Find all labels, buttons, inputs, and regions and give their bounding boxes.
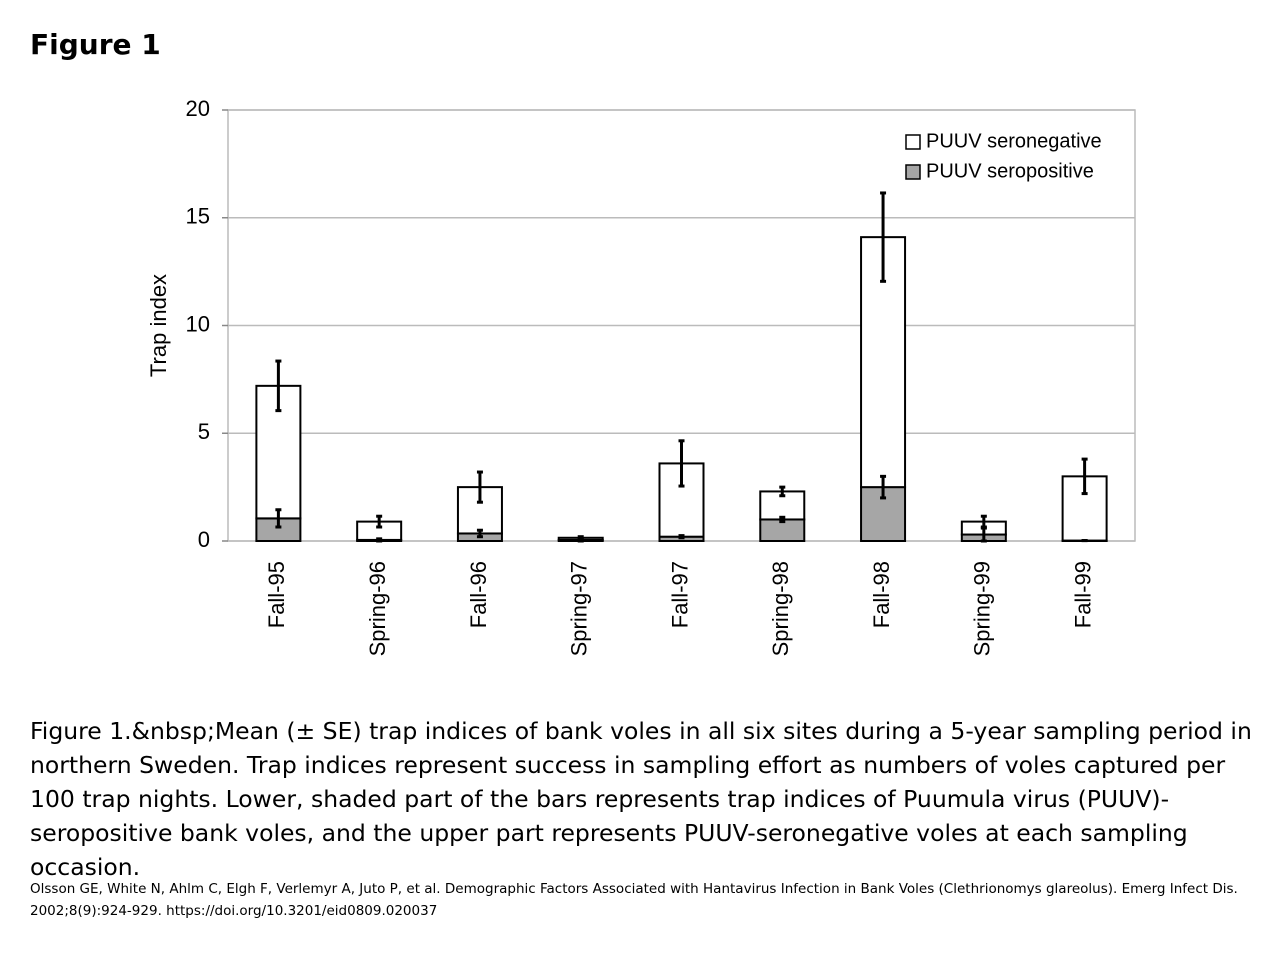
x-tick-label: Spring-96 bbox=[365, 561, 390, 656]
legend-label: PUUV seronegative bbox=[926, 130, 1102, 152]
error-bar bbox=[678, 439, 685, 488]
error-bar bbox=[880, 474, 887, 500]
x-tick-label: Fall-95 bbox=[264, 561, 289, 628]
x-tick-label: Spring-97 bbox=[567, 561, 592, 656]
x-tick-label: Fall-96 bbox=[466, 561, 491, 628]
y-tick-label: 5 bbox=[198, 419, 210, 444]
error-bar bbox=[275, 508, 282, 529]
x-tick-label: Fall-99 bbox=[1070, 561, 1095, 628]
error-bar bbox=[476, 528, 483, 539]
error-bar bbox=[476, 470, 483, 504]
error-bar bbox=[779, 515, 786, 524]
bar-segment bbox=[759, 490, 806, 521]
y-tick-label: 15 bbox=[186, 204, 210, 229]
error-bar bbox=[980, 514, 987, 529]
legend-label: PUUV seropositive bbox=[926, 160, 1094, 182]
y-tick-label: 20 bbox=[186, 96, 210, 121]
x-tick-label: Spring-99 bbox=[970, 561, 995, 656]
error-bar bbox=[678, 534, 685, 540]
page-title: Figure 1 bbox=[30, 28, 161, 61]
error-bar bbox=[779, 485, 786, 498]
citation: Olsson GE, White N, Ahlm C, Elgh F, Verl… bbox=[30, 881, 1238, 919]
x-tick-label: Fall-98 bbox=[869, 561, 894, 628]
x-tick-label: Spring-98 bbox=[768, 561, 793, 656]
caption: Figure 1.&nbsp;Mean (± SE) trap indices … bbox=[30, 717, 1252, 881]
legend-swatch bbox=[905, 164, 921, 180]
error-bar bbox=[1081, 457, 1088, 496]
x-tick-label: Fall-97 bbox=[667, 561, 692, 628]
y-tick-label: 10 bbox=[186, 311, 210, 336]
error-bar bbox=[376, 537, 383, 543]
y-tick-label: 0 bbox=[198, 527, 210, 552]
y-axis-label: Trap index bbox=[146, 274, 171, 377]
legend-swatch bbox=[905, 134, 921, 150]
error-bar bbox=[880, 191, 887, 283]
chart: 0 5 10 15 20 Trap index Fall-95 Spring-96 Fall-9… bbox=[146, 96, 1136, 656]
error-bar bbox=[577, 535, 584, 541]
error-bar bbox=[275, 359, 282, 413]
error-bar bbox=[376, 514, 383, 529]
